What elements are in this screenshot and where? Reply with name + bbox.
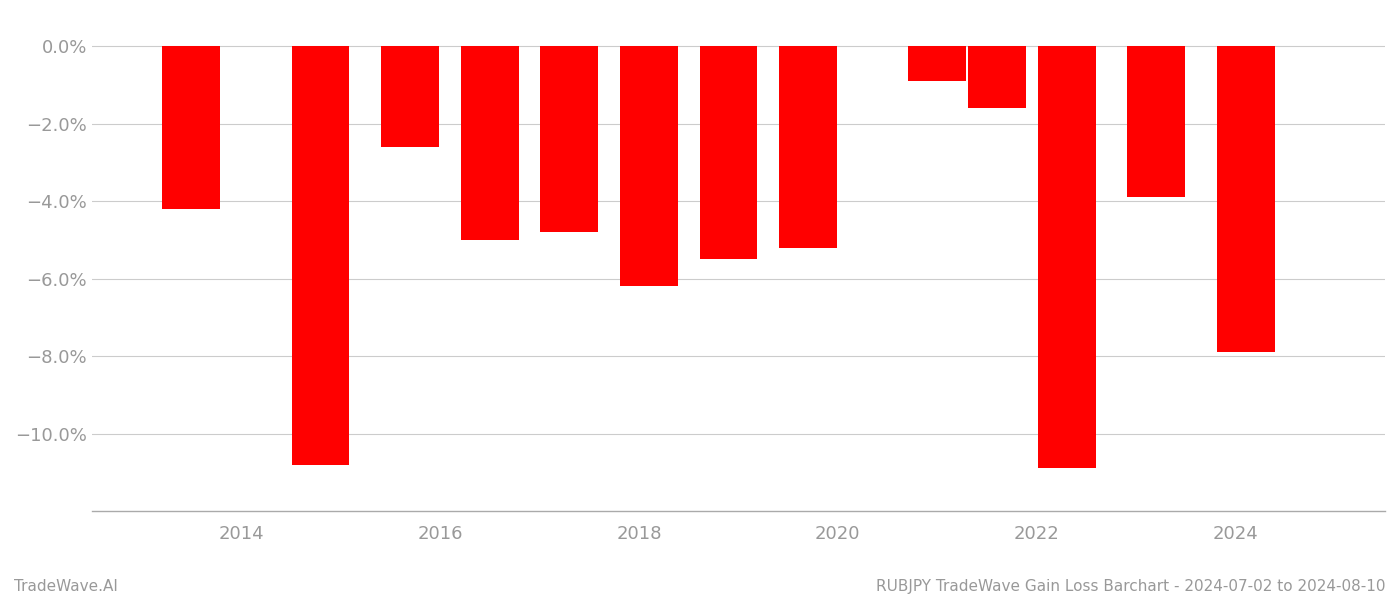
Bar [291,46,350,464]
Bar [700,46,757,259]
Text: RUBJPY TradeWave Gain Loss Barchart - 2024-07-02 to 2024-08-10: RUBJPY TradeWave Gain Loss Barchart - 20… [876,579,1386,594]
Bar [909,46,966,81]
Bar [1217,46,1274,352]
Bar [1037,46,1096,469]
Bar [381,46,440,147]
Text: TradeWave.AI: TradeWave.AI [14,579,118,594]
Bar [461,46,518,240]
Bar [1127,46,1184,197]
Bar [969,46,1026,108]
Bar [162,46,220,209]
Bar [780,46,837,248]
Bar [540,46,598,232]
Bar [620,46,678,286]
